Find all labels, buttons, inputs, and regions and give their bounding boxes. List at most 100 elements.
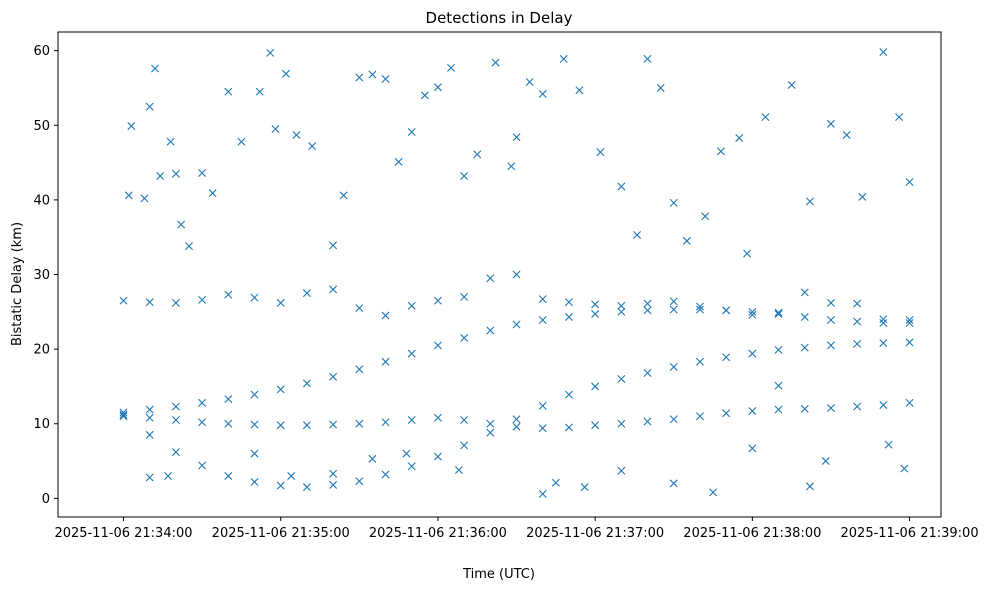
data-point bbox=[669, 479, 678, 488]
data-point bbox=[250, 477, 259, 486]
data-point bbox=[716, 147, 725, 156]
y-tick-label: 40 bbox=[33, 193, 50, 208]
data-point bbox=[433, 296, 442, 305]
data-point bbox=[787, 80, 796, 89]
data-point bbox=[486, 419, 495, 428]
data-point bbox=[433, 341, 442, 350]
data-point bbox=[512, 422, 521, 431]
data-point bbox=[255, 87, 264, 96]
data-point bbox=[800, 343, 809, 352]
data-point bbox=[826, 404, 835, 413]
data-point bbox=[276, 421, 285, 430]
data-point bbox=[774, 308, 783, 317]
data-point bbox=[119, 408, 128, 417]
data-point bbox=[276, 385, 285, 394]
data-point bbox=[900, 464, 909, 473]
data-point bbox=[208, 189, 217, 198]
data-point bbox=[329, 469, 338, 478]
data-point bbox=[224, 471, 233, 480]
data-point bbox=[281, 69, 290, 78]
plot-area: 2025-11-06 21:34:00 2025-11-06 21:35:00 20… bbox=[33, 31, 979, 541]
data-point bbox=[329, 480, 338, 489]
data-point bbox=[250, 390, 259, 399]
data-point bbox=[512, 415, 521, 424]
data-point bbox=[591, 300, 600, 309]
data-point bbox=[643, 299, 652, 308]
data-point bbox=[292, 130, 301, 139]
data-point bbox=[682, 236, 691, 245]
data-point bbox=[669, 415, 678, 424]
data-point bbox=[407, 416, 416, 424]
y-tick-label: 30 bbox=[33, 268, 50, 283]
data-point bbox=[800, 313, 809, 322]
data-point bbox=[905, 398, 914, 407]
data-point bbox=[145, 102, 154, 111]
data-point bbox=[407, 349, 416, 358]
data-point bbox=[879, 401, 888, 410]
data-point bbox=[722, 306, 731, 315]
data-point bbox=[224, 290, 233, 299]
y-axis: 0 10 20 30 40 50 60 bbox=[33, 44, 58, 507]
data-point bbox=[171, 416, 180, 424]
data-point bbox=[748, 349, 757, 358]
data-point bbox=[905, 338, 914, 347]
x-axis: 2025-11-06 21:34:00 2025-11-06 21:35:00 20… bbox=[54, 517, 979, 541]
data-point bbox=[564, 423, 573, 432]
data-point bbox=[512, 133, 521, 142]
data-point bbox=[460, 441, 469, 450]
data-point bbox=[198, 461, 207, 470]
data-point bbox=[381, 357, 390, 366]
data-point bbox=[895, 113, 904, 122]
data-point bbox=[633, 230, 642, 239]
data-point bbox=[564, 313, 573, 322]
data-point bbox=[266, 48, 275, 57]
data-point bbox=[695, 305, 704, 314]
data-point bbox=[806, 482, 814, 491]
data-point bbox=[669, 363, 678, 372]
data-point bbox=[355, 365, 364, 374]
data-point bbox=[433, 83, 442, 92]
data-point bbox=[905, 319, 914, 327]
data-point bbox=[329, 420, 338, 429]
data-point bbox=[643, 306, 652, 315]
data-point bbox=[538, 424, 547, 433]
data-point bbox=[447, 63, 456, 72]
data-point bbox=[145, 298, 154, 307]
data-point bbox=[308, 142, 317, 151]
data-point bbox=[460, 292, 469, 301]
data-point bbox=[250, 293, 259, 302]
data-point bbox=[879, 48, 888, 57]
data-point bbox=[656, 83, 665, 92]
data-point bbox=[491, 58, 500, 67]
data-point bbox=[407, 301, 416, 310]
data-point bbox=[879, 315, 888, 324]
y-tick-label: 0 bbox=[42, 492, 50, 507]
data-point bbox=[171, 402, 180, 411]
data-point bbox=[171, 169, 180, 178]
x-tick-label: 2025-11-06 21:39:00 bbox=[841, 526, 979, 541]
data-point bbox=[302, 421, 311, 430]
data-point bbox=[879, 339, 888, 348]
data-point bbox=[643, 369, 652, 377]
data-point bbox=[250, 420, 259, 429]
data-point bbox=[669, 297, 678, 306]
data-point bbox=[564, 390, 573, 399]
data-point bbox=[368, 70, 377, 79]
data-point bbox=[276, 481, 285, 490]
data-point bbox=[119, 296, 128, 305]
data-point bbox=[166, 137, 175, 146]
data-point bbox=[407, 462, 416, 471]
data-point bbox=[643, 417, 652, 426]
data-point bbox=[748, 307, 757, 316]
data-point bbox=[743, 249, 752, 258]
data-point bbox=[127, 122, 136, 131]
data-point bbox=[140, 194, 149, 203]
data-point bbox=[145, 405, 154, 414]
data-point bbox=[695, 302, 704, 311]
data-point bbox=[185, 242, 193, 251]
data-point bbox=[287, 471, 296, 480]
data-point bbox=[858, 192, 867, 201]
data-point bbox=[302, 289, 311, 298]
data-point bbox=[156, 172, 165, 180]
data-point bbox=[302, 379, 311, 388]
